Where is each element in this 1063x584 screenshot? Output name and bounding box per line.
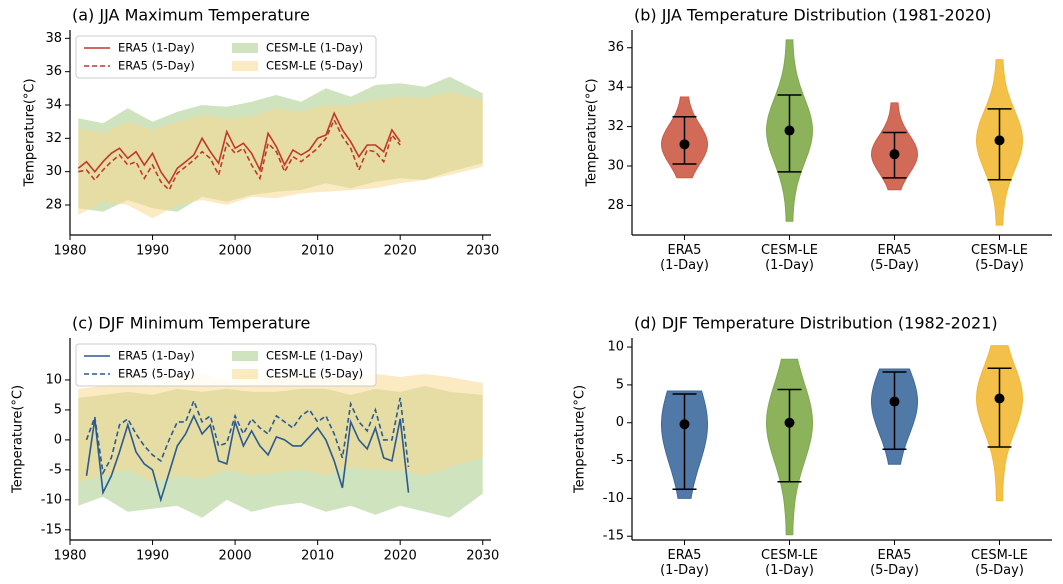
x-tick-label: 2010	[301, 549, 334, 564]
legend-label: ERA5 (5-Day)	[118, 59, 195, 73]
y-tick-label: -15	[603, 529, 624, 544]
y-tick-label: 30	[45, 164, 62, 179]
legend-box	[75, 343, 377, 387]
legend-label: CESM-LE (5-Day)	[266, 367, 363, 381]
line	[78, 118, 401, 192]
x-tick-label: 2000	[219, 244, 252, 259]
x-tick-label: 2020	[384, 549, 417, 564]
y-axis-label: Temperature(°C)	[585, 78, 600, 187]
legend-label: ERA5 (5-Day)	[118, 367, 195, 381]
chart-title: (d) DJF Temperature Distribution (1982-2…	[634, 314, 998, 333]
y-tick-label: -5	[49, 462, 62, 477]
y-tick-label: 34	[45, 98, 62, 113]
mean-dot	[679, 139, 690, 150]
legend-swatch	[232, 351, 258, 361]
y-tick-label: 5	[616, 377, 624, 392]
x-tick-label: 2030	[466, 549, 499, 564]
y-tick-label: 10	[45, 372, 62, 387]
x-tick-label: 1980	[53, 244, 86, 259]
legend-swatch	[232, 61, 258, 71]
y-axis-label: Temperature(°C)	[11, 385, 26, 494]
band	[78, 374, 483, 482]
x-tick-label: 2030	[466, 244, 499, 259]
y-tick-label: 10	[607, 340, 624, 355]
legend-swatch	[232, 43, 258, 53]
x-tick-label: CESM-LE (5-Day)	[971, 548, 1028, 578]
x-tick-label: CESM-LE (1-Day)	[761, 243, 818, 273]
y-tick-label: -15	[41, 522, 62, 537]
x-tick-label: 1990	[136, 244, 169, 259]
mean-dot	[889, 396, 900, 407]
y-tick-label: 30	[607, 159, 624, 174]
y-tick-label: 28	[45, 198, 62, 213]
y-tick-label: -10	[603, 491, 624, 506]
x-tick-label: 2020	[384, 244, 417, 259]
x-tick-label: ERA5 (1-Day)	[660, 243, 709, 273]
mean-dot	[889, 149, 900, 160]
x-tick-label: 1980	[53, 549, 86, 564]
x-tick-label: ERA5 (5-Day)	[870, 548, 919, 578]
chart-title: (a) JJA Maximum Temperature	[72, 6, 310, 25]
y-tick-label: 0	[616, 415, 624, 430]
x-tick-label: CESM-LE (5-Day)	[971, 243, 1028, 273]
y-tick-label: 5	[54, 402, 62, 417]
y-tick-label: 0	[54, 432, 62, 447]
y-tick-label: 36	[45, 64, 62, 79]
y-axis-label: Temperature(°C)	[573, 385, 588, 494]
legend-label: CESM-LE (5-Day)	[266, 59, 363, 73]
line	[85, 413, 410, 503]
x-tick-label: 1990	[136, 549, 169, 564]
legend-box	[75, 35, 377, 79]
legend-label: CESM-LE (1-Day)	[266, 349, 363, 363]
legend-label: ERA5 (1-Day)	[118, 41, 195, 55]
mean-dot	[784, 125, 795, 136]
mean-dot	[994, 135, 1005, 146]
y-tick-label: -10	[41, 492, 62, 507]
legend-swatch	[232, 369, 258, 379]
mean-dot	[784, 417, 795, 428]
chart-title: (b) JJA Temperature Distribution (1981-2…	[634, 6, 991, 25]
x-tick-label: 2000	[219, 549, 252, 564]
y-tick-label: 32	[45, 131, 62, 146]
chart-title: (c) DJF Minimum Temperature	[72, 314, 310, 333]
y-tick-label: 34	[607, 80, 624, 95]
y-axis-label: Temperature(°C)	[23, 78, 38, 187]
x-tick-label: ERA5 (1-Day)	[660, 548, 709, 578]
y-tick-label: 38	[45, 31, 62, 46]
x-tick-label: ERA5 (5-Day)	[870, 243, 919, 273]
x-tick-label: CESM-LE (1-Day)	[761, 548, 818, 578]
y-tick-label: 32	[607, 119, 624, 134]
legend-label: CESM-LE (1-Day)	[266, 41, 363, 55]
legend-label: ERA5 (1-Day)	[118, 349, 195, 363]
y-tick-label: 36	[607, 40, 624, 55]
y-tick-label: 28	[607, 198, 624, 213]
x-tick-label: 2010	[301, 244, 334, 259]
mean-dot	[679, 419, 690, 430]
mean-dot	[994, 393, 1005, 404]
line	[77, 111, 401, 185]
y-tick-label: -5	[611, 453, 624, 468]
